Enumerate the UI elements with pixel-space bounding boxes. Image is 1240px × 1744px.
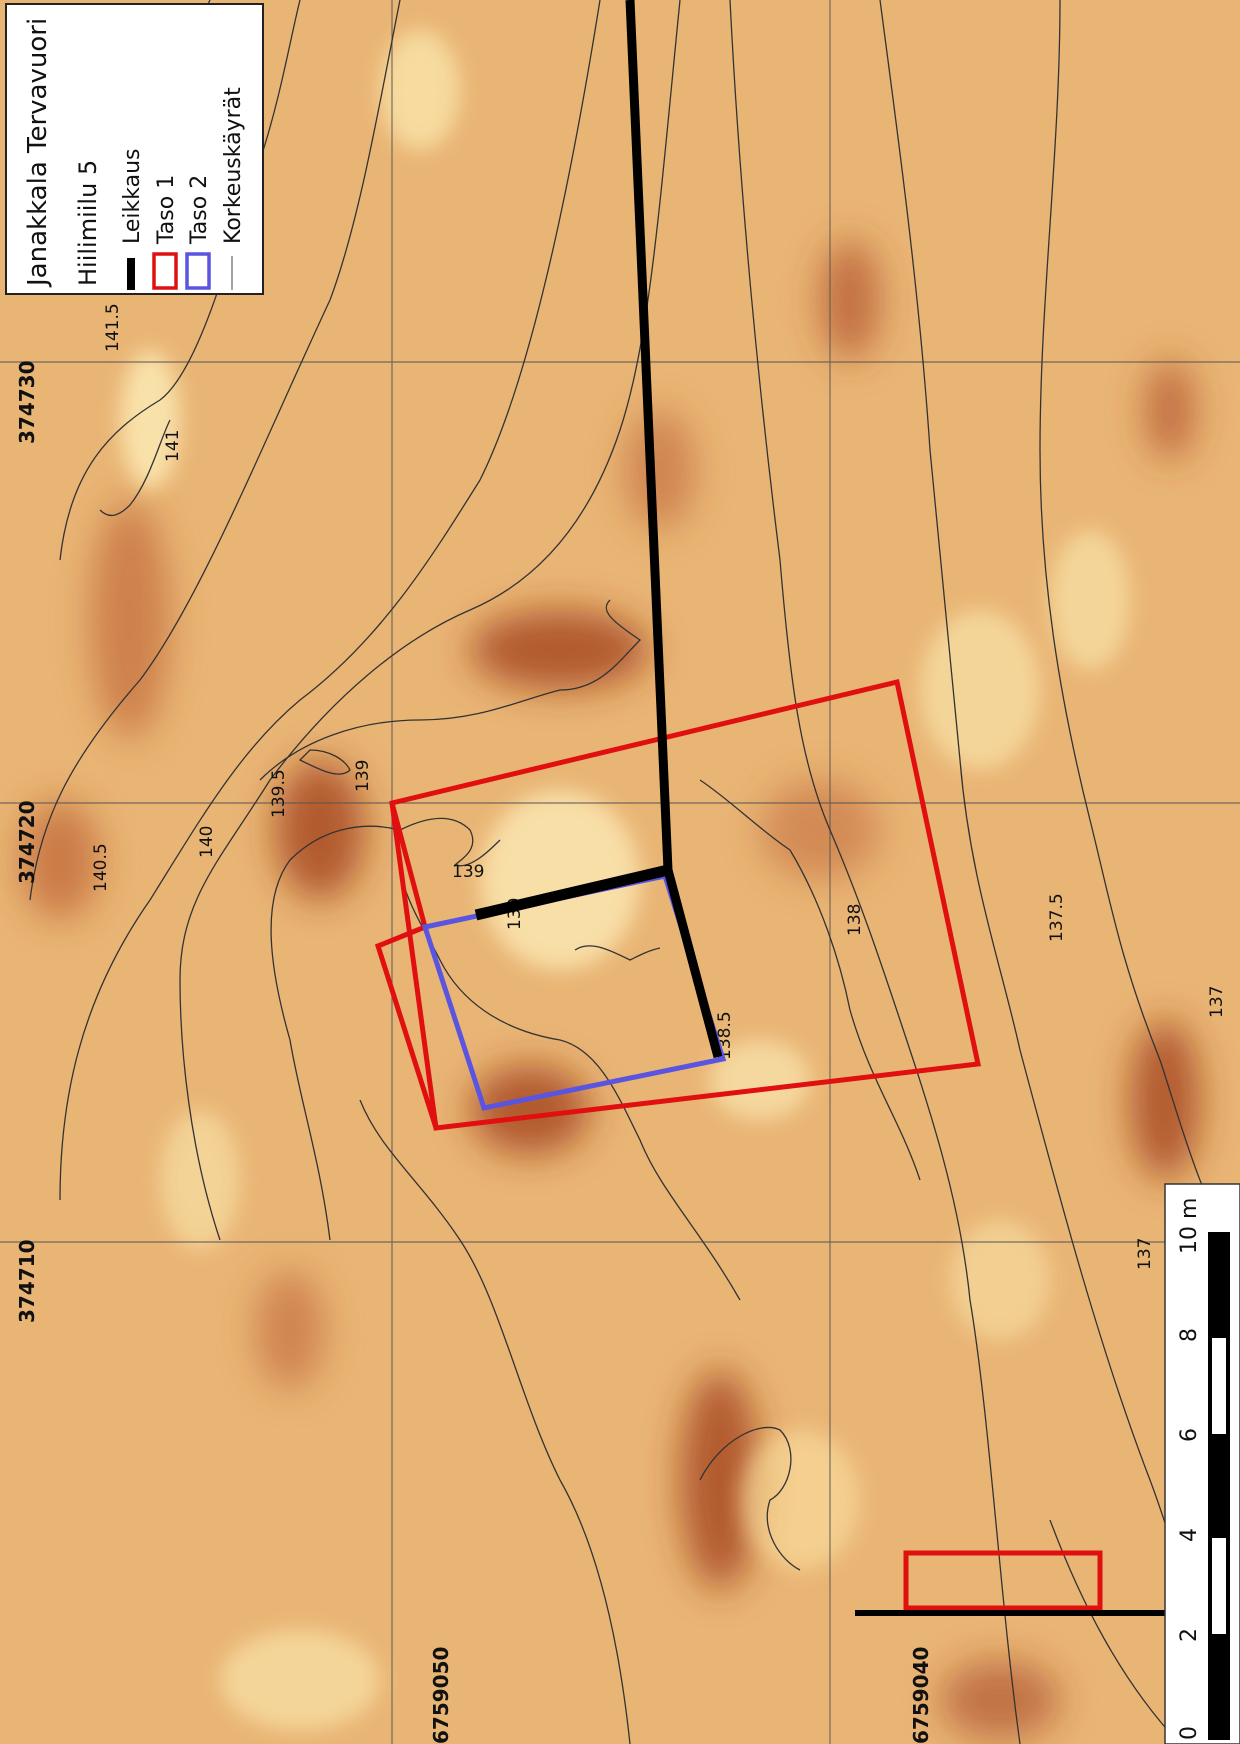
contour-label: 138 xyxy=(845,904,865,936)
legend-label-taso-1: Taso 1 xyxy=(154,175,179,245)
contour-label: 141 xyxy=(163,430,183,462)
scale-tick-label: 10 m xyxy=(1177,1198,1202,1254)
taso-2-legend-symbol xyxy=(185,252,211,290)
leikkaus-section-lines[interactable] xyxy=(474,0,1185,1616)
contour-label: 139 xyxy=(452,862,484,882)
legend-label-leikkaus: Leikkaus xyxy=(120,149,145,245)
easting-label: 374720 xyxy=(15,801,39,885)
contour-label: 139 xyxy=(353,760,373,792)
scale-tick-label: 6 xyxy=(1177,1428,1202,1442)
contour-label: 139.5 xyxy=(269,769,289,818)
contour-label: 137 xyxy=(1135,1238,1155,1270)
legend-subtitle: Hiilimiilu 5 xyxy=(74,160,102,286)
easting-label: 374710 xyxy=(15,1240,39,1324)
taso-1-area[interactable] xyxy=(389,678,982,1131)
scale-tick-label: 4 xyxy=(1177,1528,1202,1542)
contour-label: 137 xyxy=(1207,986,1227,1018)
easting-label: 374730 xyxy=(15,361,39,445)
taso-1-inner-edge xyxy=(374,802,439,1129)
contour-label: 140 xyxy=(197,826,217,858)
scale-tick-label: 2 xyxy=(1177,1628,1202,1642)
scale-bar: 0 2 4 6 8 10 m xyxy=(1164,1183,1240,1744)
map-legend: Janakkala Tervavuori Hiilimiilu 5 Leikka… xyxy=(5,3,264,295)
legend-label-korkeuskayrat: Korkeuskäyrät xyxy=(221,87,246,244)
grid-labels: 374730 374720 374710 6759050 6759040 xyxy=(15,361,933,1744)
scale-tick-label: 0 xyxy=(1177,1726,1202,1740)
scale-tick-label: 8 xyxy=(1177,1328,1202,1342)
taso-1-secondary-area[interactable] xyxy=(903,1550,1103,1611)
contour-label: 140.5 xyxy=(91,843,111,892)
northing-label: 6759040 xyxy=(909,1647,933,1744)
contour-label: 137.5 xyxy=(1047,893,1067,942)
contour-label: 141.5 xyxy=(103,303,123,352)
taso-1-legend-symbol xyxy=(152,252,178,290)
legend-title: Janakkala Tervavuori xyxy=(23,18,53,288)
contour-labels: 141.5 141 140.5 140 139.5 139 139 139 13… xyxy=(91,303,1227,1270)
northing-label: 6759050 xyxy=(429,1647,453,1744)
legend-label-taso-2: Taso 2 xyxy=(187,175,212,245)
